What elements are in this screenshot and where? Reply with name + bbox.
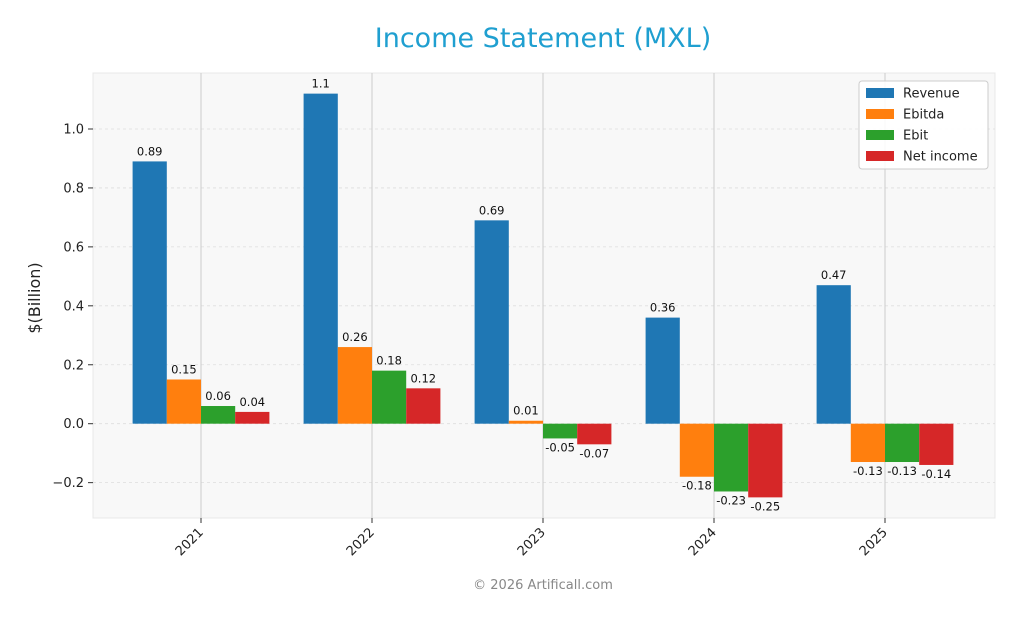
data-label: -0.14 bbox=[921, 467, 951, 481]
data-label: 0.01 bbox=[513, 404, 539, 418]
bars bbox=[132, 93, 954, 498]
x-tick-label: 2024 bbox=[686, 525, 720, 559]
x-tick-label: 2022 bbox=[344, 525, 378, 559]
y-axis: −0.2 0.0 0.2 0.4 0.6 0.8 1.0 bbox=[52, 122, 93, 491]
chart-title: Income Statement (MXL) bbox=[375, 23, 712, 54]
data-label: 0.18 bbox=[376, 354, 402, 368]
y-tick-label: 0.2 bbox=[63, 358, 84, 373]
data-label: -0.18 bbox=[682, 479, 712, 493]
y-tick-label: 1.0 bbox=[63, 122, 84, 137]
bar-net-income bbox=[748, 423, 783, 498]
bar-net-income bbox=[406, 388, 441, 424]
bar-ebit bbox=[714, 423, 749, 492]
data-label: 0.36 bbox=[650, 301, 676, 315]
y-axis-label: $(Billion) bbox=[25, 262, 44, 333]
data-label: 0.69 bbox=[479, 203, 505, 217]
legend-swatch bbox=[866, 130, 894, 140]
footer-copyright: © 2026 Artificall.com bbox=[473, 578, 613, 593]
x-tick-label: 2023 bbox=[515, 525, 549, 559]
bar-ebitda bbox=[508, 420, 543, 424]
bar-ebit bbox=[201, 406, 236, 424]
data-label: -0.05 bbox=[545, 440, 575, 454]
bar-net-income bbox=[577, 423, 612, 445]
legend-swatch bbox=[866, 88, 894, 98]
bar-revenue bbox=[645, 317, 680, 424]
bar-ebit bbox=[885, 423, 920, 463]
bar-ebitda bbox=[679, 423, 714, 477]
y-tick-label: 0.0 bbox=[63, 417, 84, 432]
y-tick-label: 0.8 bbox=[63, 181, 84, 196]
bar-revenue bbox=[816, 285, 851, 424]
legend-label: Revenue bbox=[903, 87, 960, 102]
bar-ebitda bbox=[850, 423, 885, 463]
bar-net-income bbox=[235, 411, 270, 424]
data-label: 0.04 bbox=[239, 395, 265, 409]
bar-ebitda bbox=[166, 379, 201, 424]
y-tick-label: −0.2 bbox=[52, 476, 84, 491]
bar-ebit bbox=[372, 370, 407, 424]
data-label: -0.07 bbox=[579, 446, 609, 460]
legend-box bbox=[858, 80, 989, 170]
bar-revenue bbox=[474, 220, 509, 424]
data-label: -0.23 bbox=[716, 493, 746, 507]
legend-swatch bbox=[866, 151, 894, 161]
bar-revenue bbox=[303, 93, 338, 424]
bar-ebit bbox=[543, 423, 578, 439]
data-label: 0.47 bbox=[821, 268, 847, 282]
data-label: 0.26 bbox=[342, 330, 368, 344]
legend-label: Ebitda bbox=[903, 108, 944, 123]
bar-revenue bbox=[132, 161, 167, 424]
legend: Revenue Ebitda Ebit Net income bbox=[858, 80, 989, 170]
x-tick-label: 2025 bbox=[857, 525, 891, 559]
y-tick-label: 0.4 bbox=[63, 299, 84, 314]
bar-net-income bbox=[919, 423, 954, 465]
x-axis: 2021 2022 2023 2024 2025 bbox=[173, 518, 891, 559]
legend-swatch bbox=[866, 109, 894, 119]
data-label: -0.25 bbox=[750, 499, 780, 513]
data-label: 0.06 bbox=[205, 389, 231, 403]
legend-label: Net income bbox=[903, 150, 978, 165]
y-tick-label: 0.6 bbox=[63, 240, 84, 255]
data-label: 0.15 bbox=[171, 362, 197, 376]
data-label: 0.12 bbox=[410, 371, 436, 385]
bar-ebitda bbox=[337, 347, 372, 424]
legend-label: Ebit bbox=[903, 129, 928, 144]
data-label: -0.13 bbox=[853, 464, 883, 478]
data-label: 0.89 bbox=[137, 144, 163, 158]
data-label: -0.13 bbox=[887, 464, 917, 478]
data-labels: 0.89 1.1 0.69 0.36 0.47 0.15 0.26 0.01 -0.18 -0.1… bbox=[137, 77, 951, 514]
data-label: 1.1 bbox=[312, 77, 330, 91]
x-tick-label: 2021 bbox=[173, 525, 207, 559]
